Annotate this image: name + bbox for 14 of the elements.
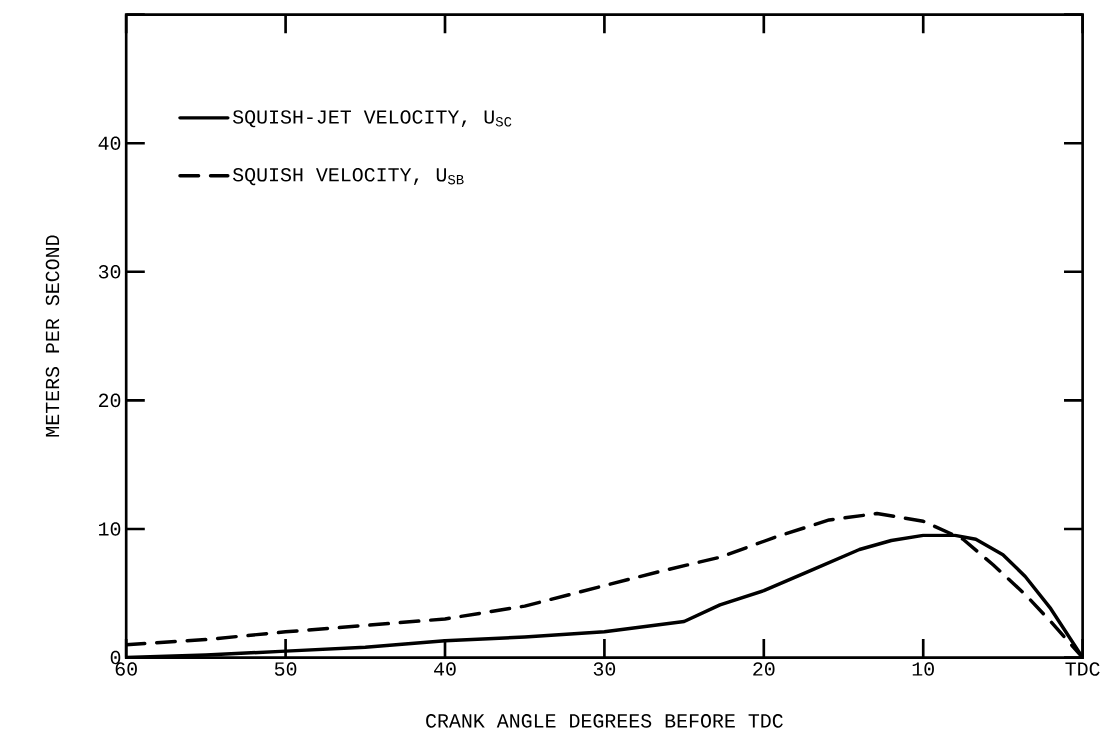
x-tick-label: TDC	[1065, 662, 1100, 676]
y-tick-label: 40	[98, 136, 121, 151]
y-tick-label: 30	[98, 265, 121, 279]
x-tick-label: 40	[434, 662, 456, 676]
x-tick-label: 10	[912, 662, 934, 676]
x-tick-label: 20	[753, 662, 775, 676]
y-tick-label: 10	[99, 522, 121, 536]
x-tick-label: 30	[593, 662, 616, 676]
x-axis-title: CRANK ANGLE DEGREES BEFORE TDC	[426, 714, 783, 728]
x-tick-label: 50	[274, 662, 297, 676]
y-tick-label: 20	[98, 393, 121, 408]
y-axis-title: METERS PER SECOND	[45, 235, 60, 437]
legend-label: SQUISH-JET VELOCITY, U$_{SC}$	[232, 110, 512, 128]
legend-label: SQUISH VELOCITY, U$_{SB}$	[232, 168, 464, 186]
